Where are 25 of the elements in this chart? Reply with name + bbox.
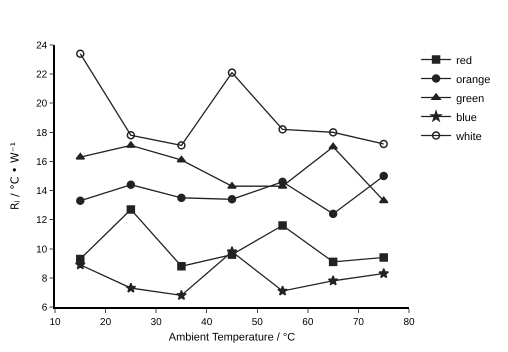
x-tick-label: 70 — [352, 316, 364, 328]
y-tick-label: 20 — [36, 98, 48, 110]
legend-label: red — [456, 54, 472, 67]
legend-label: white — [455, 130, 482, 143]
x-tick-label: 10 — [49, 316, 61, 328]
x-tick-label: 20 — [100, 316, 112, 328]
x-tick-label: 80 — [403, 316, 415, 328]
y-tick-label: 18 — [36, 128, 48, 139]
y-tick-label: 14 — [36, 186, 48, 198]
y-axis-title: Rⱼ / °C • W⁻¹ — [8, 142, 22, 210]
y-tick-label: 24 — [36, 40, 48, 52]
y-tick-label: 6 — [42, 302, 48, 314]
legend-label: orange — [456, 74, 490, 86]
y-tick-label: 10 — [36, 244, 48, 256]
legend-label: blue — [456, 112, 477, 124]
y-tick-label: 22 — [36, 70, 48, 81]
x-tick-label: 30 — [150, 316, 162, 328]
x-tick-label: 60 — [302, 316, 314, 328]
x-axis-title: Ambient Temperature / °C — [168, 331, 296, 344]
y-tick-label: 12 — [36, 215, 48, 226]
x-tick-label: 50 — [252, 316, 264, 328]
x-tick-label: 40 — [201, 316, 213, 328]
legend-label: green — [456, 92, 484, 105]
y-tick-label: 16 — [36, 156, 48, 168]
y-tick-label: 8 — [42, 273, 48, 284]
